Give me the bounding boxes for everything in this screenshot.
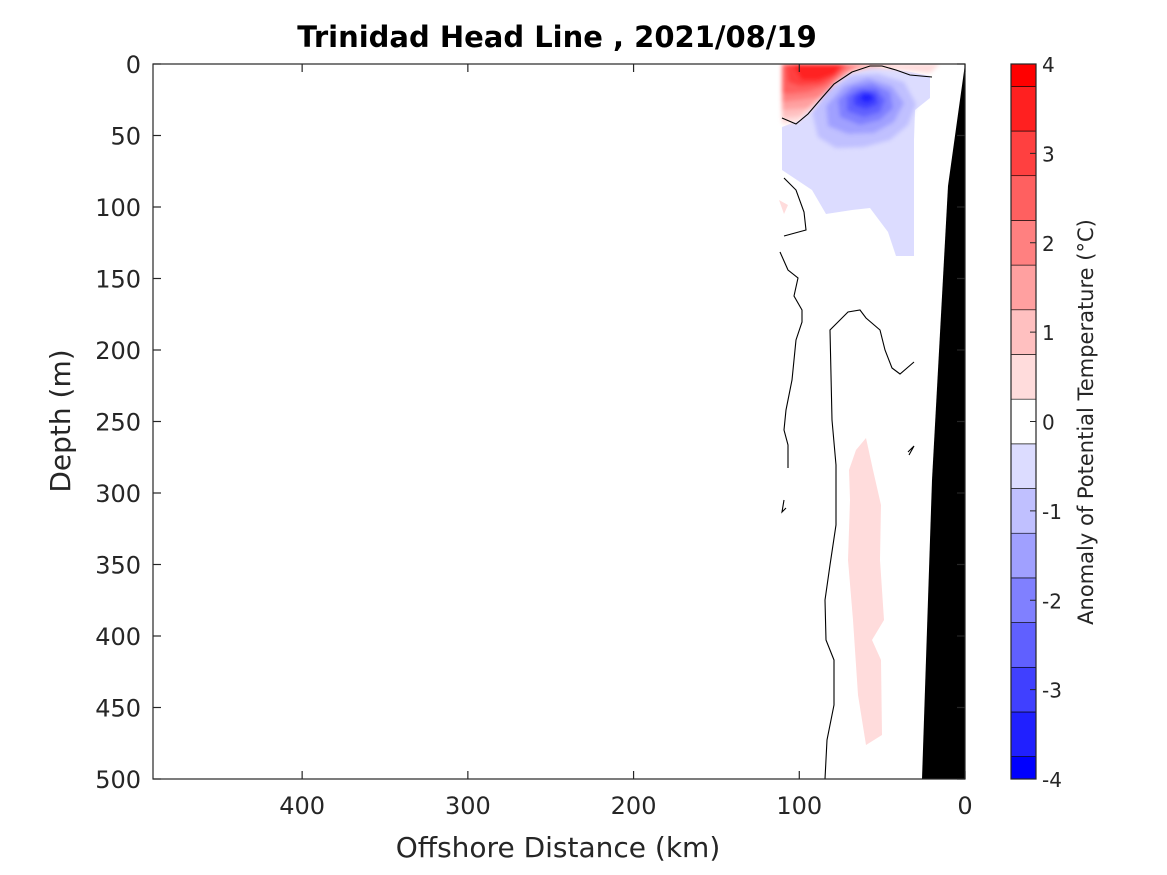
chart-title: Trinidad Head Line , 2021/08/19 (297, 20, 817, 54)
y-tick-label: 50 (110, 123, 141, 151)
colorbar-segment (1010, 443, 1037, 489)
y-tick-label: 0 (126, 51, 141, 79)
x-tick-label: 100 (776, 792, 822, 820)
colorbar-segment (1010, 532, 1037, 579)
colorbar-segment (1010, 86, 1037, 132)
y-tick-label: 350 (95, 552, 141, 580)
cold-anomaly-region (782, 67, 930, 256)
colorbar-segment (1010, 354, 1037, 400)
y-tick-label: 400 (95, 623, 141, 651)
bathymetry-shelf (922, 64, 965, 779)
y-tick-label: 250 (95, 409, 141, 437)
colorbar-segment (1010, 622, 1037, 668)
axis-ticks (153, 63, 966, 780)
y-tick-label: 300 (95, 480, 141, 508)
colorbar-tick-label: -1 (1042, 500, 1062, 524)
x-axis-label: Offshore Distance (km) (396, 831, 721, 864)
x-tick-label: 400 (279, 792, 325, 820)
warm-anomaly-region (782, 64, 940, 124)
colorbar-ticks: -4 -3 -2 -1 0 1 2 3 4 (1030, 53, 1062, 792)
colorbar-tick-label: 4 (1042, 53, 1055, 77)
colorbar-tick-label: -4 (1042, 768, 1062, 792)
colorbar-tick-label: 2 (1042, 232, 1055, 256)
colorbar-segment (1010, 175, 1037, 221)
colorbar-tick-label: 3 (1042, 142, 1055, 166)
colorbar-label: Anomaly of Potential Temperature (°C) (1074, 219, 1098, 625)
warm-deep-band (779, 200, 884, 745)
y-tick-label: 450 (95, 695, 141, 723)
colorbar-tick-label: 1 (1042, 321, 1055, 345)
colorbar-tick-label: 0 (1042, 411, 1055, 435)
colorbar-segment (1010, 63, 1037, 87)
x-tick-labels: 400 300 200 100 0 (279, 792, 972, 820)
colorbar-tick-label: -3 (1042, 679, 1062, 703)
colorbar-segment (1010, 756, 1037, 780)
zero-contour-lines (779, 65, 933, 779)
x-tick-label: 200 (611, 792, 657, 820)
colorbar-segment (1010, 264, 1037, 311)
x-tick-label: 0 (957, 792, 972, 820)
x-tick-label: 300 (445, 792, 491, 820)
colorbar-tick-label: -2 (1042, 589, 1062, 613)
y-tick-label: 200 (95, 337, 141, 365)
y-tick-label: 150 (95, 266, 141, 294)
y-axis-label: Depth (m) (44, 349, 77, 492)
y-tick-label: 500 (95, 766, 141, 794)
y-tick-labels: 0 50 100 150 200 250 300 350 400 450 500 (95, 51, 141, 794)
y-tick-label: 100 (95, 194, 141, 222)
colorbar-segment (1010, 711, 1037, 757)
